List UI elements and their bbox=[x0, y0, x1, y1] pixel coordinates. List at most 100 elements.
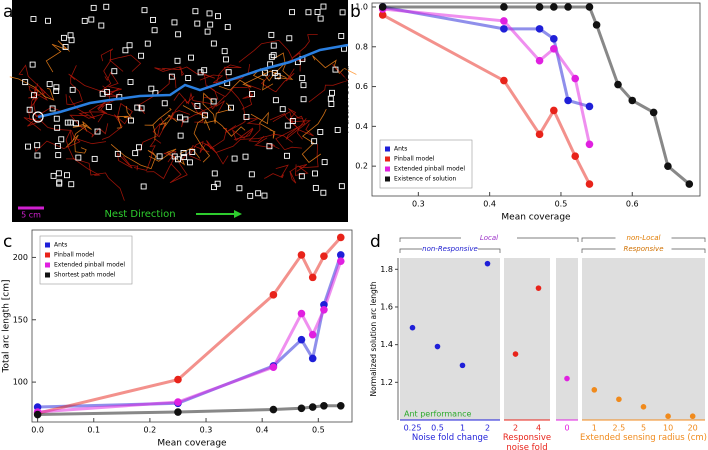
obstacle bbox=[171, 153, 178, 160]
obstacle bbox=[127, 79, 134, 85]
obstacle bbox=[171, 19, 178, 26]
obstacle bbox=[189, 149, 196, 155]
obstacle bbox=[128, 117, 134, 124]
y-tick-label: 1.0 bbox=[355, 2, 368, 11]
obstacle bbox=[73, 120, 79, 127]
obstacle bbox=[202, 112, 209, 119]
x-tick-label: 2.5 bbox=[613, 424, 626, 433]
trail bbox=[182, 105, 211, 163]
obstacle bbox=[298, 173, 305, 180]
data-point bbox=[564, 3, 572, 11]
obstacle bbox=[266, 143, 273, 150]
trail bbox=[45, 40, 70, 73]
data-point bbox=[336, 233, 345, 242]
trail bbox=[33, 83, 62, 118]
obstacle bbox=[332, 66, 339, 73]
panel-label: b bbox=[350, 2, 361, 22]
y-tick-label: 1.8 bbox=[380, 265, 393, 274]
data-point bbox=[535, 56, 544, 65]
y-axis-label: Normalized solution arc length bbox=[369, 281, 378, 396]
obstacle bbox=[231, 155, 238, 162]
y-tick-label: 0.6 bbox=[355, 82, 368, 91]
data-point bbox=[649, 108, 658, 117]
trail bbox=[203, 119, 246, 137]
start-marker bbox=[32, 111, 44, 123]
data-point bbox=[500, 25, 508, 33]
data-point bbox=[459, 362, 466, 369]
legend-label: Ants bbox=[394, 146, 407, 153]
data-point bbox=[33, 410, 42, 419]
obstacle bbox=[176, 114, 183, 121]
obstacle bbox=[67, 119, 74, 126]
y-tick-label: 0.2 bbox=[355, 162, 368, 171]
series-line bbox=[382, 5, 691, 186]
x-tick-label: 2 bbox=[513, 424, 518, 433]
obstacle bbox=[334, 127, 341, 133]
trail bbox=[69, 114, 109, 138]
trail bbox=[23, 117, 77, 142]
trail bbox=[65, 129, 101, 176]
data-point bbox=[665, 413, 671, 420]
obstacle bbox=[62, 43, 69, 50]
obstacle bbox=[114, 150, 121, 157]
obstacle bbox=[138, 52, 145, 59]
obstacle bbox=[64, 172, 70, 179]
panel-label: c bbox=[3, 232, 12, 252]
trail bbox=[101, 102, 133, 140]
obstacle bbox=[328, 101, 335, 107]
obstacle bbox=[236, 185, 243, 192]
obstacle bbox=[88, 16, 95, 23]
obstacle bbox=[300, 82, 307, 89]
trail bbox=[133, 138, 162, 171]
obstacle bbox=[320, 189, 327, 196]
trail bbox=[254, 137, 280, 150]
data-point bbox=[308, 403, 317, 411]
obstacle bbox=[98, 22, 105, 29]
obstacle bbox=[140, 183, 147, 190]
obstacle bbox=[261, 192, 268, 199]
obstacle bbox=[25, 143, 31, 150]
data-point bbox=[550, 3, 558, 11]
group-label: Noise fold change bbox=[411, 433, 489, 443]
obstacle bbox=[90, 4, 97, 11]
obstacle bbox=[221, 48, 228, 55]
obstacle bbox=[261, 69, 268, 76]
obstacle bbox=[99, 90, 106, 97]
obstacle bbox=[161, 100, 168, 107]
scale-label: 5 cm bbox=[21, 211, 41, 220]
trail bbox=[154, 66, 185, 77]
data-point bbox=[585, 180, 594, 188]
header-label-bg bbox=[422, 245, 478, 253]
obstacle bbox=[103, 3, 110, 10]
x-tick-label: 0.3 bbox=[200, 426, 213, 435]
data-point bbox=[535, 130, 544, 139]
obstacle bbox=[225, 69, 232, 76]
obstacle bbox=[175, 31, 182, 38]
obstacle bbox=[214, 180, 221, 187]
obstacle bbox=[168, 73, 175, 80]
legend-swatch bbox=[45, 272, 50, 278]
obstacle bbox=[338, 33, 345, 39]
trail bbox=[215, 64, 242, 86]
group-background bbox=[400, 258, 500, 420]
trail bbox=[301, 109, 327, 163]
data-point bbox=[550, 35, 558, 43]
obstacle bbox=[177, 132, 184, 139]
data-point bbox=[409, 324, 416, 331]
trail bbox=[170, 96, 195, 120]
trail bbox=[34, 138, 107, 153]
data-point bbox=[174, 375, 182, 384]
group-background bbox=[556, 258, 578, 420]
obstacle bbox=[192, 8, 199, 15]
obstacle bbox=[270, 42, 277, 49]
series-line bbox=[381, 13, 591, 185]
trail bbox=[272, 111, 314, 137]
legend-swatch bbox=[385, 146, 390, 152]
data-point bbox=[434, 343, 441, 350]
data-point bbox=[484, 260, 491, 267]
obstacle bbox=[174, 57, 181, 64]
obstacle bbox=[122, 47, 129, 54]
obstacle bbox=[22, 79, 29, 86]
data-point bbox=[564, 96, 572, 105]
